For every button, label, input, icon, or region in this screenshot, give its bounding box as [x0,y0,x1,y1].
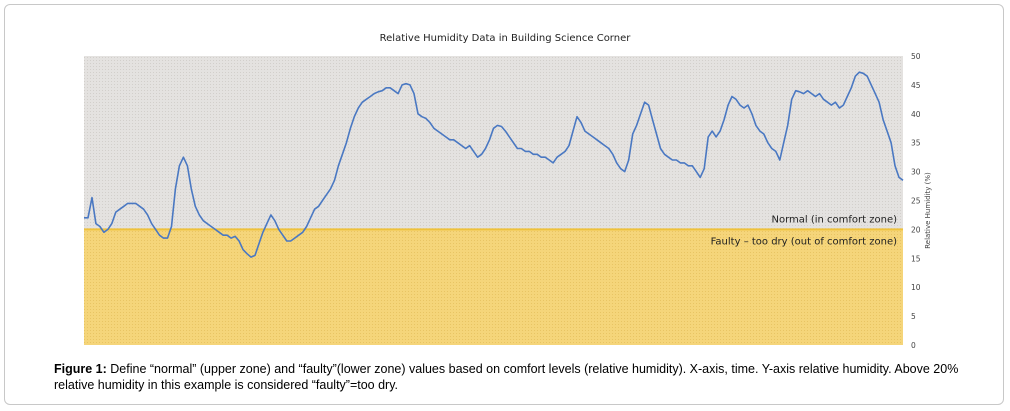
y-axis-ticks: 0 5 10 15 20 25 30 35 40 45 50 [911,52,921,350]
zone-faulty-background [84,229,903,345]
zone-normal-label: Normal (in comfort zone) [771,214,897,225]
y-tick-label: 20 [911,225,921,234]
caption-text: Define “normal” (upper zone) and “faulty… [54,362,959,392]
y-axis-label: Relative Humidity (%) [924,172,932,249]
zone-faulty-label: Faulty – too dry (out of comfort zone) [711,236,898,247]
y-tick-label: 50 [911,52,921,61]
y-tick-label: 0 [911,341,916,350]
y-tick-label: 15 [911,254,921,263]
y-tick-label: 5 [911,312,916,321]
y-tick-label: 40 [911,110,921,119]
figure-caption: Figure 1: Define “normal” (upper zone) a… [54,361,974,393]
y-tick-label: 35 [911,139,921,148]
caption-label: Figure 1: [54,362,107,376]
y-tick-label: 45 [911,81,921,90]
y-tick-label: 30 [911,168,921,177]
humidity-series-line [84,71,904,258]
chart-plot: 0 5 10 15 20 25 30 35 40 45 50 Relative Humidity (… [84,52,932,350]
chart-title: Relative Humidity Data in Building Scien… [379,33,631,44]
y-tick-label: 25 [911,197,921,206]
y-tick-label: 10 [911,283,921,292]
zone-normal-background [84,56,903,230]
